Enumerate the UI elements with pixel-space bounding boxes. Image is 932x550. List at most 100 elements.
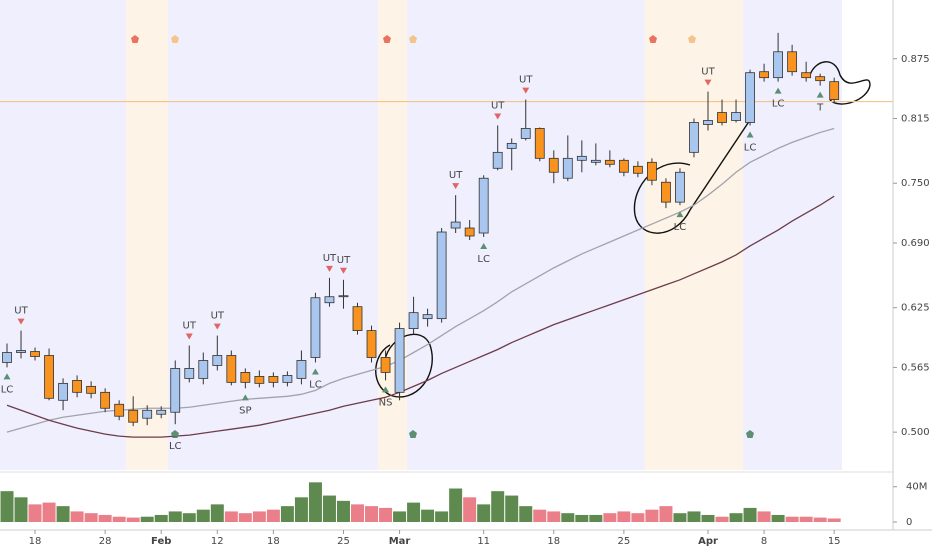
volume-bar: [505, 495, 519, 522]
candle-body: [717, 112, 727, 123]
candle-body: [184, 368, 195, 379]
volume-bar: [322, 495, 336, 522]
y-tick-label: 0.500: [901, 427, 930, 438]
signal-marker: [185, 333, 193, 340]
signal-label: UT: [323, 253, 337, 264]
signal-marker: [522, 87, 530, 94]
candle-body: [675, 171, 685, 203]
candle-body: [212, 355, 223, 366]
signal-marker: [704, 79, 712, 86]
volume-bar: [140, 516, 154, 522]
candle-body: [310, 297, 321, 358]
signal-label: NS: [379, 397, 393, 408]
candle-body: [787, 51, 798, 73]
y-tick-label: 0.625: [901, 303, 930, 314]
candle-body: [759, 71, 769, 79]
session-band: [645, 0, 743, 470]
candle-body: [829, 81, 840, 100]
y-tick-label: 0.690: [901, 238, 930, 249]
candle-body: [492, 151, 503, 169]
x-tick-label: 18: [267, 536, 280, 547]
x-tick-label: 18: [29, 536, 42, 547]
candle-body: [590, 159, 601, 163]
x-tick-label: 15: [828, 536, 841, 547]
x-tick-label: Apr: [698, 536, 718, 547]
candle-body: [324, 296, 335, 304]
candle-body: [352, 306, 363, 331]
volume-bar: [84, 513, 98, 522]
candle-body: [520, 128, 531, 139]
candle-body: [436, 231, 447, 320]
volume-bar: [827, 518, 841, 522]
signal-label: LC: [674, 222, 687, 233]
candle-body: [30, 351, 40, 357]
candle-body: [254, 375, 265, 384]
volume-bar: [519, 506, 533, 522]
signal-marker: [382, 386, 390, 393]
session-band: [126, 0, 168, 470]
candle-body: [773, 51, 783, 79]
candle-body: [408, 312, 419, 330]
volume-bar: [813, 517, 827, 522]
candle-body: [422, 314, 433, 320]
volume-bar: [617, 511, 631, 522]
signal-marker: [339, 267, 347, 274]
signal-label: LC: [1, 384, 14, 395]
signal-marker: [171, 430, 179, 437]
candle-body: [44, 355, 54, 399]
x-tick-label: 28: [99, 536, 112, 547]
signal-label: UT: [491, 100, 505, 111]
volume-bar: [56, 506, 70, 522]
candle-body: [156, 409, 167, 415]
candle-body: [731, 112, 741, 121]
candle-body: [464, 227, 475, 237]
signal-label: LC: [169, 441, 182, 452]
volume-bar: [477, 504, 491, 522]
signal-marker: [311, 368, 319, 375]
volume-bar: [743, 507, 757, 522]
candle-body: [745, 72, 755, 123]
signal-marker: [452, 183, 460, 190]
x-tick-label: 12: [211, 536, 224, 547]
volume-bar: [533, 509, 547, 522]
candle-body: [703, 120, 713, 125]
candle-body: [226, 355, 237, 383]
signal-label: UT: [337, 255, 351, 266]
volume-tick-label: 40M: [906, 482, 927, 493]
candle-body: [16, 350, 26, 353]
volume-bar: [463, 497, 477, 522]
signal-marker: [241, 394, 249, 401]
volume-tick-label: 0: [906, 517, 912, 528]
volume-bar: [365, 506, 379, 522]
candle-body: [240, 372, 251, 383]
candle-body: [618, 159, 629, 173]
signal-marker: [17, 318, 25, 325]
signal-label: UT: [519, 75, 533, 86]
volume-bar: [126, 517, 140, 522]
candle-body: [58, 382, 68, 401]
volume-bar: [210, 504, 224, 522]
x-tick-label: Mar: [389, 536, 411, 547]
candle-body: [647, 161, 657, 181]
signal-marker: [325, 265, 333, 272]
volume-bar: [393, 511, 407, 522]
volume-bar: [421, 509, 435, 522]
signal-label: LC: [772, 99, 785, 110]
volume-bar: [729, 513, 743, 522]
x-tick-label: 25: [337, 536, 350, 547]
candle-body: [380, 357, 391, 373]
candle-body: [394, 328, 405, 393]
candle-body: [142, 409, 153, 419]
candle-body: [100, 391, 111, 409]
signal-label: UT: [183, 321, 197, 332]
volume-bar: [449, 488, 463, 522]
signal-marker: [816, 91, 824, 98]
signal-label: UT: [14, 306, 28, 317]
volume-bar: [196, 509, 210, 522]
candle-body: [661, 181, 671, 203]
volume-bar: [715, 516, 729, 522]
candle-body: [506, 142, 517, 149]
volume-bar: [266, 509, 280, 522]
volume-bar: [659, 506, 673, 522]
